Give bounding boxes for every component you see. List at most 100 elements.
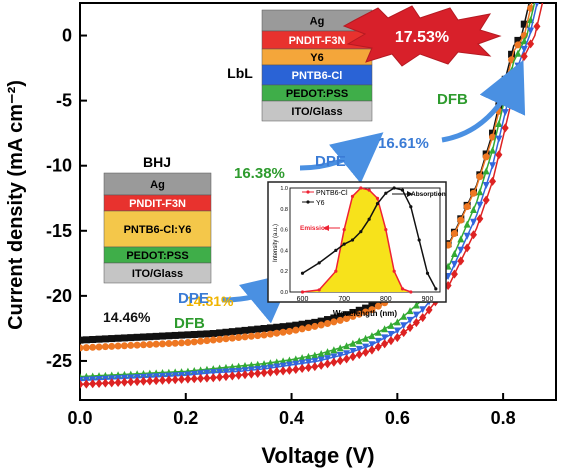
data-point xyxy=(425,305,433,315)
inset-absorption-point xyxy=(350,238,355,242)
data-point xyxy=(336,312,344,320)
data-point xyxy=(127,341,135,349)
y-tick-label: -20 xyxy=(46,286,72,306)
data-point xyxy=(209,369,217,377)
data-point xyxy=(152,340,160,348)
x-tick-label: 0.2 xyxy=(173,408,198,428)
data-point xyxy=(108,335,116,343)
data-point xyxy=(362,308,370,316)
data-point xyxy=(146,340,154,348)
data-point xyxy=(336,351,344,359)
data-point xyxy=(285,327,293,335)
data-point xyxy=(533,21,541,31)
data-point xyxy=(514,36,522,44)
data-point xyxy=(165,332,173,340)
data-point xyxy=(336,356,344,366)
data-point xyxy=(317,356,325,364)
data-point xyxy=(114,342,122,350)
data-point xyxy=(343,342,351,350)
data-point xyxy=(114,377,122,388)
stack-layer-label: PNTB6-Cl xyxy=(292,70,343,82)
data-point xyxy=(292,364,300,374)
data-point xyxy=(368,345,376,355)
data-point xyxy=(368,302,376,310)
data-point xyxy=(292,360,300,368)
data-point xyxy=(133,377,141,387)
data-point xyxy=(311,318,319,326)
data-point xyxy=(349,352,357,362)
data-point xyxy=(266,330,274,338)
stack-layer-label: Ag xyxy=(150,179,165,191)
data-point xyxy=(336,316,344,324)
data-point xyxy=(247,332,255,340)
data-point xyxy=(260,368,268,378)
stack-layer xyxy=(261,100,373,122)
data-point xyxy=(159,375,167,385)
stack-layer-label: PNTB6-Cl:Y6 xyxy=(124,224,192,236)
data-point xyxy=(127,334,135,342)
x-tick-label: 0.0 xyxy=(67,408,92,428)
data-point xyxy=(330,346,338,354)
data-point xyxy=(95,335,103,343)
x-tick-label: 0.8 xyxy=(491,408,516,428)
data-point xyxy=(412,301,420,309)
x-tick-label: 0.4 xyxy=(279,408,304,428)
label-dpe-1: DPE xyxy=(178,290,209,307)
data-point xyxy=(355,345,363,353)
data-point xyxy=(330,353,338,361)
data-point xyxy=(209,373,217,383)
data-point xyxy=(184,339,192,347)
stack-layer xyxy=(103,262,212,284)
data-point xyxy=(152,332,160,340)
stack-layer-label: PNDIT-F3N xyxy=(289,35,346,47)
data-point xyxy=(165,375,173,385)
stack-layer-label: ITO/Glass xyxy=(291,106,342,118)
data-point xyxy=(374,328,382,336)
data-point xyxy=(355,310,363,318)
stack-layer-label: Ag xyxy=(310,16,325,28)
data-point xyxy=(279,366,287,376)
data-point xyxy=(279,323,287,331)
inset-y-tick-label: 0.4 xyxy=(280,248,288,254)
data-point xyxy=(120,342,128,350)
data-point xyxy=(171,339,179,347)
data-point xyxy=(80,344,84,352)
data-point xyxy=(184,331,192,339)
data-point xyxy=(520,37,528,45)
data-point xyxy=(298,325,306,333)
data-point xyxy=(317,321,325,329)
inset-emission-point xyxy=(375,196,380,200)
inset-emission-point xyxy=(392,269,396,273)
data-point xyxy=(469,218,477,226)
data-point xyxy=(393,318,401,326)
inset-emission-line xyxy=(302,187,412,293)
data-point xyxy=(362,343,370,351)
label-14-81: 14.81% xyxy=(186,293,234,309)
data-point xyxy=(260,325,268,333)
data-point xyxy=(349,339,357,347)
data-point xyxy=(228,328,236,336)
data-point xyxy=(120,334,128,342)
data-point xyxy=(324,316,332,324)
data-point xyxy=(298,320,306,328)
data-point xyxy=(489,129,497,137)
inset-y-tick-label: 0.2 xyxy=(280,269,288,275)
data-point xyxy=(482,181,490,189)
data-point xyxy=(400,312,408,320)
label-14-46: 14.46% xyxy=(103,309,151,325)
data-point xyxy=(514,41,522,49)
data-point xyxy=(228,334,236,342)
data-point xyxy=(520,51,528,61)
bhj-stack: Ag PNDIT-F3N PNTB6-Cl:Y6 PEDOT:PSS ITO/Glass xyxy=(103,172,212,284)
data-point xyxy=(311,362,319,372)
label-16-61: 16.61% xyxy=(378,135,429,152)
bhj-title: BHJ xyxy=(143,154,171,170)
data-point xyxy=(101,378,109,388)
data-point xyxy=(527,39,535,49)
data-point xyxy=(343,311,351,319)
data-point xyxy=(482,153,490,161)
stack-layer-label: PEDOT:PSS xyxy=(126,250,188,262)
data-point xyxy=(266,324,274,332)
data-point xyxy=(95,378,103,388)
data-point xyxy=(317,360,325,370)
